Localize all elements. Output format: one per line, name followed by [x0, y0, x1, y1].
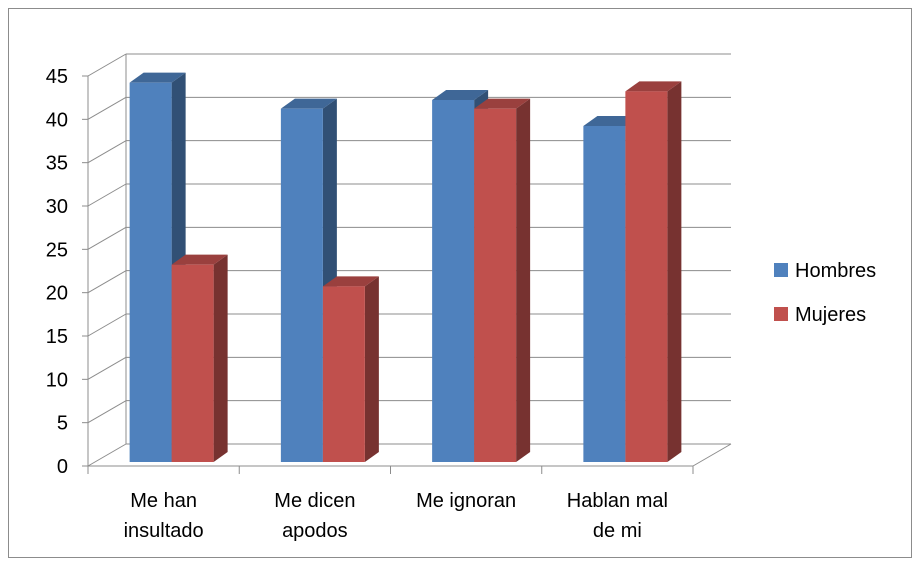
gridline-diagonal — [87, 313, 127, 337]
bar-mujeres — [625, 91, 668, 462]
chart-border — [8, 8, 912, 558]
bar-hombres — [280, 108, 323, 463]
bar-top-mujeres — [625, 81, 682, 92]
gridline-diagonal — [87, 53, 127, 77]
bar-side-mujeres — [667, 81, 682, 462]
y-tick-label: 35 — [46, 153, 68, 175]
bar-top-mujeres — [474, 98, 531, 109]
legend-label-hombres: Hombres — [795, 260, 876, 282]
gridline-diagonal — [87, 140, 127, 164]
x-tick-label: Me dicen — [274, 490, 355, 512]
x-tick-label: de mi — [593, 520, 642, 542]
y-tick-label: 20 — [46, 283, 68, 305]
bar-side-mujeres — [213, 254, 228, 462]
y-tick-label: 30 — [46, 196, 68, 218]
y-tick-label: 10 — [46, 369, 68, 391]
bar-mujeres — [322, 286, 365, 462]
gridline-diagonal — [87, 183, 127, 207]
bar-hombres — [129, 82, 172, 463]
bar-top-hombres — [432, 90, 489, 100]
bar-hombres — [432, 100, 475, 462]
floor-edge — [692, 443, 732, 467]
y-tick-label: 45 — [46, 66, 68, 88]
axes — [82, 54, 732, 474]
gridline-diagonal — [87, 443, 127, 467]
axis-labels: 0 5 10 15 20 25 30 35 40 45 Me han insultado Me dice… — [46, 66, 668, 542]
y-tick-label: 25 — [46, 239, 68, 261]
x-tick-label: insultado — [124, 520, 204, 542]
legend-label-mujeres: Mujeres — [795, 304, 866, 326]
gridline-diagonal — [87, 356, 127, 380]
x-tick-label: Hablan mal — [567, 490, 668, 512]
gridline-diagonal — [87, 400, 127, 424]
legend-swatch-mujeres — [774, 307, 788, 321]
bar-top-hombres — [280, 98, 337, 109]
bar-side-mujeres — [364, 276, 379, 462]
gridline-diagonal — [87, 226, 127, 250]
bar-top-mujeres — [171, 254, 228, 265]
y-tick-label: 40 — [46, 109, 68, 131]
bar-side-mujeres — [516, 98, 531, 463]
y-tick-label: 15 — [46, 326, 68, 348]
gridline-diagonal — [87, 270, 127, 294]
legend: Hombres Mujeres — [774, 260, 876, 326]
bar-mujeres — [171, 264, 214, 462]
x-tick-label: Me ignoran — [416, 490, 516, 512]
y-tick-label: 5 — [57, 413, 68, 435]
bar-top-mujeres — [322, 276, 379, 287]
bar-hombres — [583, 126, 626, 462]
x-tick-label: Me han — [130, 490, 197, 512]
x-tick-label: apodos — [282, 520, 348, 542]
bar-mujeres — [474, 108, 517, 463]
bar-top-hombres — [129, 72, 186, 83]
y-tick-label: 0 — [57, 456, 68, 478]
legend-swatch-hombres — [774, 263, 788, 277]
bars — [129, 72, 682, 463]
gridline-diagonal — [87, 96, 127, 120]
